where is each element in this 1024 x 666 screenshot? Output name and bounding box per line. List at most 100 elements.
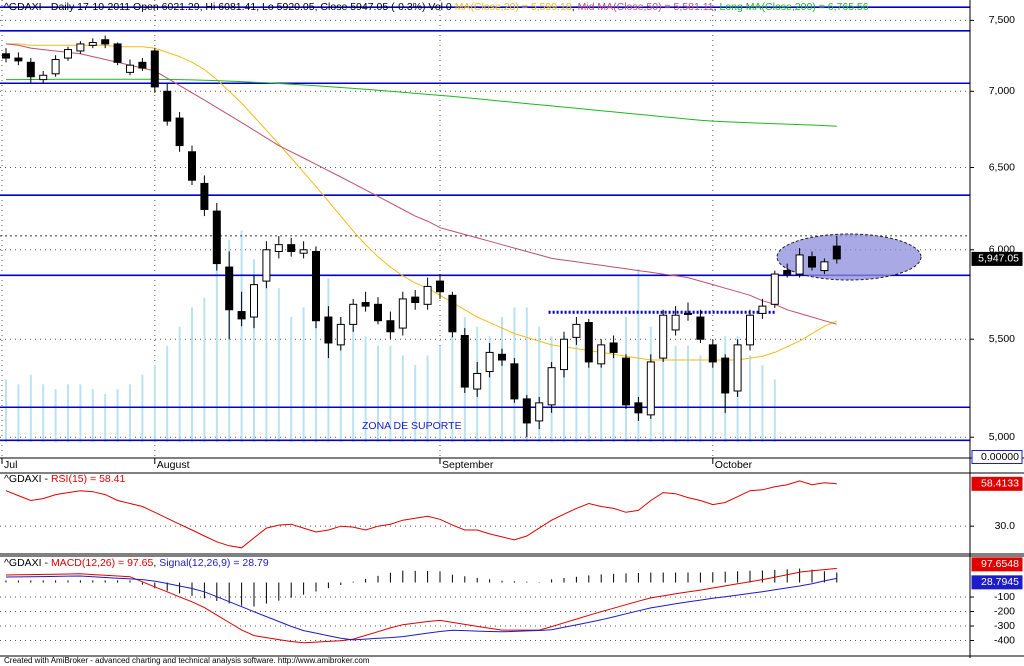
ma-layer [5, 43, 837, 361]
ma-line [6, 43, 837, 361]
candle [783, 263, 792, 278]
candle-body [299, 249, 308, 254]
candle [14, 52, 23, 66]
candle-body [336, 323, 345, 346]
candle [411, 289, 420, 310]
candle [274, 236, 283, 259]
volume-bar [563, 336, 565, 442]
candle-body [39, 74, 48, 81]
volume-bar [749, 355, 751, 442]
candle [299, 241, 308, 259]
ma-line [6, 78, 837, 127]
candle [374, 297, 382, 325]
volume-bar [191, 307, 193, 442]
candle [287, 237, 296, 257]
y-tick-label: -300 [994, 620, 1015, 632]
candle [88, 38, 97, 49]
x-tick-label: October [715, 459, 753, 471]
candle [101, 35, 110, 49]
candle-body [262, 249, 271, 282]
candle-body [572, 323, 581, 338]
volume-bar [488, 336, 491, 442]
ma-line [5, 43, 837, 325]
macd-line [5, 567, 837, 644]
candle-body [163, 90, 172, 122]
candle-body [684, 312, 692, 315]
x-tick-label: Jul [4, 459, 17, 471]
candle [634, 396, 643, 421]
volume-bar [451, 336, 454, 442]
macd-legend: ^GDAXI - MACD(12,26) = 97.65, Signal(12,… [4, 557, 269, 569]
candle-body [374, 303, 382, 322]
candle-body [386, 320, 395, 333]
rsi-legend: ^GDAXI - RSI(15) = 58.41 [4, 473, 126, 485]
volume-bar [315, 259, 317, 442]
candle-body [312, 250, 320, 322]
candle-body [113, 43, 122, 63]
legend-separator: , [153, 557, 159, 569]
candle [795, 248, 804, 278]
value-box-bg [971, 476, 1023, 491]
value-box-label: 0.00000 [981, 451, 1019, 463]
candle [386, 311, 395, 340]
volume-bar [525, 307, 528, 442]
volume-bar [178, 326, 181, 442]
volume-bar [352, 326, 355, 442]
legend-entry: Mid MA(Close,50) = 5,581.11 [578, 1, 714, 13]
candle [324, 306, 333, 359]
candle-body [770, 273, 779, 305]
candle [832, 235, 841, 264]
volume-bar [215, 259, 218, 442]
volume-bar [302, 307, 305, 442]
candle-body [460, 335, 469, 388]
chart-title: ^GDAXI - Daily 17-10-2011 Open 6021.29, … [4, 1, 455, 13]
candle [64, 46, 72, 61]
candle [349, 298, 358, 332]
candle [200, 175, 209, 217]
volume-bar [5, 379, 7, 442]
volume-bar [290, 317, 293, 442]
candle-body [14, 57, 23, 62]
volume-bar [637, 268, 640, 442]
candle-body [522, 398, 531, 424]
candle-body [150, 50, 159, 88]
candle-body [76, 43, 85, 52]
candle-body [361, 302, 370, 307]
value-box: 58.4133 [971, 476, 1023, 491]
legend-entry: Long MA(Close,200) = 6,765.56 [720, 1, 869, 13]
volume-bar [253, 259, 255, 442]
candle-body [2, 53, 10, 59]
candle [659, 309, 668, 362]
candle-body [609, 342, 618, 353]
y-tick-label: 6,500 [989, 161, 1015, 173]
volume-bar [711, 345, 714, 442]
y-tick-label: -100 [994, 591, 1015, 603]
candle [2, 48, 10, 63]
candle [522, 394, 531, 438]
candle [510, 358, 519, 403]
volume-bar [265, 268, 268, 442]
value-box-label: 28.7945 [981, 576, 1019, 588]
volume-bar [339, 317, 342, 442]
candle [398, 291, 407, 336]
candle [76, 41, 85, 54]
volume-bar [327, 278, 330, 442]
candle-body [473, 372, 482, 390]
candle-body [138, 61, 147, 69]
candle-body [423, 285, 432, 305]
candle-body [746, 314, 754, 346]
candle-layer [2, 35, 841, 438]
candle [560, 331, 568, 378]
candle [312, 246, 320, 329]
y-tick-label: 7,000 [989, 85, 1015, 97]
candle-body [696, 316, 705, 340]
candle [820, 258, 829, 275]
grid-layer [0, 0, 970, 642]
candle-body [597, 344, 606, 365]
legend-entry: MA(Close,20) = 5,599.18 [455, 1, 572, 13]
value-box-bg [971, 251, 1023, 266]
footer: Created with AmiBroker - advanced charti… [4, 656, 370, 665]
candle [758, 298, 767, 319]
